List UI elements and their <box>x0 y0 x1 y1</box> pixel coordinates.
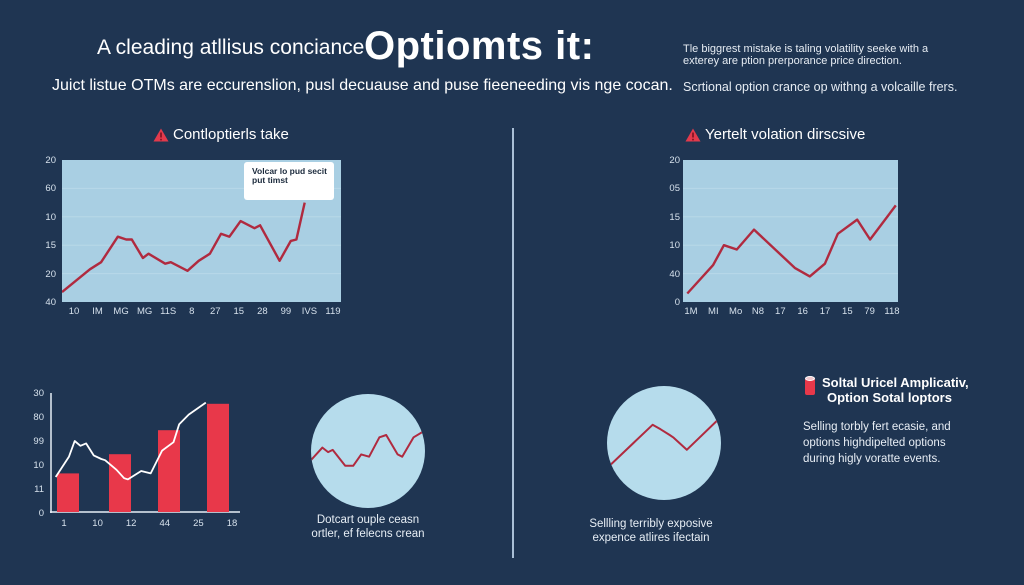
y-tick-label: 0 <box>674 297 680 308</box>
x-tick-label: MI <box>708 306 719 317</box>
x-tick-label: 10 <box>68 306 80 317</box>
y-tick-label: 10 <box>45 211 56 223</box>
circle-chart-1-caption: Dotcart ouple ceasn ortler, ef felecns c… <box>311 513 424 541</box>
circle-chart-1-plot <box>311 394 425 508</box>
right-intro-text-2: Scrtional option crance op withng a volc… <box>683 80 958 94</box>
right-intro-text: Tle biggrest mistake is taling volatilit… <box>683 43 929 67</box>
bar-chart <box>50 393 240 513</box>
x-tick-label: 119 <box>325 306 341 317</box>
y-tick-label: 80 <box>33 412 44 423</box>
warning-triangle-icon <box>153 128 169 141</box>
y-tick-label: 05 <box>669 183 680 195</box>
x-tick-label: IM <box>92 306 103 317</box>
x-tick-label: 25 <box>193 518 204 529</box>
vertical-divider <box>512 128 514 558</box>
x-tick-label: MG <box>136 306 153 317</box>
chart-callout-text: Volcar lo pud secit put timst <box>252 166 327 185</box>
note-body-line-2: options highdipelted options <box>803 437 946 449</box>
note-body: Selling torbly fert ecasie, and options … <box>803 419 951 467</box>
circle-2-caption-line-2: expence atlires ifectain <box>592 532 710 544</box>
y-tick-label: 99 <box>33 436 44 447</box>
y-tick-label: 40 <box>45 297 56 308</box>
y-tick-label: 30 <box>33 388 44 399</box>
x-tick-label: Mo <box>729 306 743 317</box>
left-section-title: Contloptierls take <box>153 126 289 143</box>
right-section-title: Yertelt volation dirscsive <box>685 126 865 143</box>
subheadline: Juict listue OTMs are eccurenslion, pusl… <box>52 77 673 94</box>
y-tick-label: 20 <box>45 155 56 166</box>
x-tick-label: 12 <box>125 518 137 529</box>
x-tick-label: 18 <box>226 518 238 529</box>
y-tick-label: 40 <box>669 268 680 280</box>
x-tick-label: 17 <box>775 306 786 317</box>
x-tick-label: 79 <box>864 306 875 317</box>
circle-chart-2-plot <box>607 386 721 500</box>
headline-small: A cleading atllisus conciance <box>97 36 365 59</box>
x-tick-label: 27 <box>209 306 221 317</box>
x-tick-label: N8 <box>751 306 765 317</box>
circle-2-caption-line-1: Sellling terribly exposive <box>589 518 713 530</box>
bar-chart-plot <box>50 393 240 513</box>
note-title-line-2: Option Sotal loptors <box>827 390 952 405</box>
note-title: Soltal Uricel Amplicativ, Option Sotal l… <box>822 375 969 405</box>
circle-chart-2-caption: Sellling terribly exposive expence atlir… <box>589 517 712 545</box>
x-tick-label: 8 <box>189 306 195 317</box>
warning-triangle-icon <box>685 128 701 141</box>
y-tick-label: 15 <box>669 211 680 223</box>
right-line-chart <box>683 160 898 302</box>
y-tick-label: 15 <box>45 240 56 252</box>
x-tick-label: 1M <box>684 306 698 317</box>
right-line-chart-plot <box>683 160 898 302</box>
y-tick-label: 10 <box>33 460 44 471</box>
y-tick-label: 11 <box>34 484 44 495</box>
note-body-line-3: during higly voratte events. <box>803 453 941 465</box>
x-tick-label: 44 <box>159 518 171 529</box>
x-tick-label: 1 <box>61 518 67 529</box>
left-section-title-text: Contloptierls take <box>173 126 289 143</box>
x-tick-label: MG <box>113 306 129 317</box>
x-tick-label: IVS <box>301 306 318 317</box>
y-tick-label: 20 <box>669 155 680 166</box>
chart-callout: Volcar lo pud secit put timst <box>244 162 334 200</box>
x-tick-label: 10 <box>92 518 103 529</box>
cylinder-icon-wrap <box>804 375 816 402</box>
right-section-title-text: Yertelt volation dirscsive <box>705 126 866 143</box>
headline-title: Optiomts it: <box>364 24 595 68</box>
y-tick-label: 10 <box>669 240 680 252</box>
y-tick-label: 60 <box>45 183 56 195</box>
note-title-line-1: Soltal Uricel Amplicativ, <box>822 375 969 390</box>
circle-chart-1 <box>311 394 425 508</box>
circle-1-caption-line-1: Dotcart ouple ceasn <box>316 514 420 526</box>
circle-chart-2 <box>607 386 721 500</box>
circle-1-caption-line-2: ortler, ef felecns crean <box>311 528 425 540</box>
x-tick-label: 28 <box>257 306 268 317</box>
x-tick-label: 15 <box>233 306 245 317</box>
red-cylinder-icon <box>805 376 815 395</box>
x-tick-label: 118 <box>884 306 900 317</box>
y-tick-label: 0 <box>38 508 44 519</box>
x-tick-label: 17 <box>819 306 831 317</box>
y-tick-label: 20 <box>45 268 56 280</box>
x-tick-label: 16 <box>797 306 808 317</box>
x-tick-label: 11S <box>160 306 177 317</box>
x-tick-label: 15 <box>842 306 853 317</box>
x-tick-label: 99 <box>280 306 292 317</box>
note-body-line-1: Selling torbly fert ecasie, and <box>803 421 951 433</box>
